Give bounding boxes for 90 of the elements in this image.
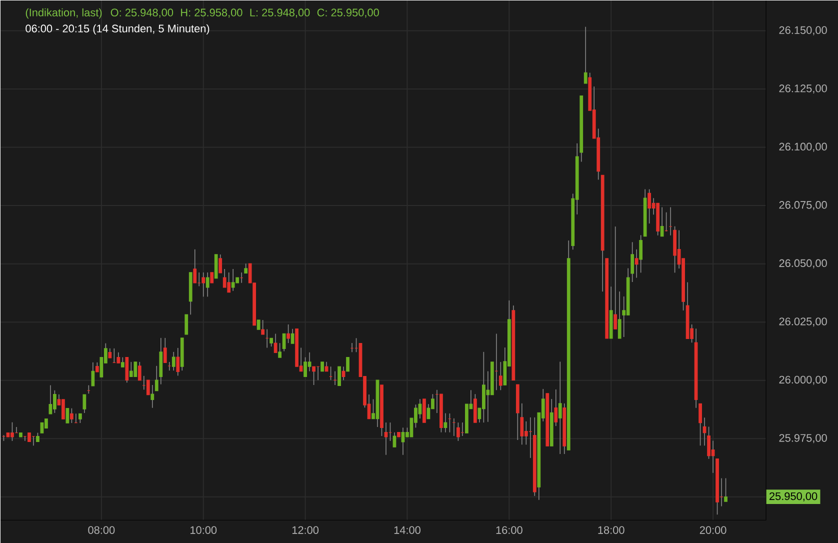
candlestick: [40, 422, 44, 434]
candlestick: [10, 422, 14, 442]
candlestick: [176, 347, 180, 376]
text: 25.950,00: [770, 492, 818, 502]
candlestick: [648, 188, 652, 224]
annotation: L: 25.948,00: [250, 8, 310, 18]
candlestick: [639, 234, 643, 274]
candlestick: [698, 403, 702, 446]
x-tick-label: 12:00: [292, 526, 319, 534]
candlestick: [163, 337, 167, 363]
candlestick: [210, 272, 214, 284]
candlestick: [618, 291, 622, 339]
candlestick: [206, 272, 210, 298]
candlestick: [338, 366, 341, 386]
candlestick: [129, 361, 133, 377]
candlestick: [342, 366, 346, 380]
candlestick: [584, 26, 588, 84]
text: 06:00 - 20:15 (14 Stunden, 5 Minuten): [26, 24, 210, 34]
x-tick-label: 16:00: [496, 526, 522, 534]
candlestick: [304, 356, 307, 377]
x-tick-label: 14:00: [394, 526, 420, 534]
candlestick: [614, 226, 618, 330]
candlestick: [146, 380, 150, 396]
candlestick: [520, 402, 524, 445]
candlestick: [138, 361, 142, 381]
candlestick: [482, 351, 486, 423]
candlestick: [346, 356, 350, 372]
candlestick: [256, 320, 260, 330]
text: (Indikation, last): [26, 8, 102, 18]
candlestick: [82, 394, 86, 414]
x-tick-label: 18:00: [598, 526, 624, 534]
candlestick: [320, 362, 324, 372]
candlestick: [312, 366, 316, 386]
candlestick: [202, 272, 206, 298]
candlestick: [724, 478, 728, 502]
candlestick: [91, 362, 95, 386]
y-tick-label: 26.100,00: [779, 142, 827, 152]
candlestick: [193, 248, 197, 284]
candlestick: [70, 408, 74, 424]
candlestick: [53, 390, 56, 414]
candlestick: [498, 361, 502, 390]
candlestick: [274, 333, 278, 353]
candlestick: [554, 388, 558, 426]
candlestick: [244, 263, 248, 274]
candlestick: [558, 361, 562, 454]
candlestick: [134, 361, 138, 377]
candlestick: [184, 314, 188, 335]
candlestick: [384, 422, 388, 456]
candlestick: [108, 348, 112, 358]
candlestick: [116, 352, 120, 364]
candlestick: [660, 206, 664, 237]
candlestick: [278, 342, 282, 358]
candlestick: [261, 320, 265, 335]
candlestick: [125, 356, 129, 383]
candlestick: [456, 422, 460, 442]
annotation: H: 25.958,00: [181, 8, 242, 18]
candlestick: [154, 365, 158, 392]
candlestick: [473, 394, 477, 423]
candlestick: [630, 242, 634, 282]
candlestick: [214, 254, 218, 279]
x-tick-label: 08:00: [88, 526, 115, 534]
y-tick-label: 26.000,00: [779, 376, 827, 385]
candlestick: [218, 254, 222, 274]
candlestick: [290, 328, 294, 344]
candlestick: [422, 398, 426, 423]
annotation: O: 25.948,00: [110, 8, 174, 18]
x-tick-label: 20:00: [700, 526, 726, 534]
y-tick-label: 25.975,00: [779, 434, 827, 444]
candlestick: [444, 412, 448, 433]
annotation: C: 25.950,00: [317, 8, 379, 18]
candlestick: [286, 324, 290, 344]
candlestick: [524, 420, 528, 445]
x-tick-label: 10:00: [190, 526, 217, 534]
candlestick: [66, 408, 70, 424]
candlestick: [231, 268, 235, 292]
y-tick-label: 26.075,00: [779, 200, 827, 210]
y-tick-label: 26.025,00: [779, 317, 827, 327]
candlestick: [95, 362, 99, 372]
y-tick-label: 26.125,00: [779, 84, 827, 94]
y-tick-label: 26.150,00: [779, 26, 827, 36]
candlestick: [150, 384, 154, 408]
candlestick: [172, 351, 176, 371]
candlestick: [392, 432, 396, 448]
candlestick: [707, 426, 710, 460]
candlestick: [62, 399, 65, 420]
y-tick-label: 26.050,00: [779, 259, 827, 268]
candlestick: [120, 356, 124, 368]
candlestick: [78, 413, 82, 424]
candlestick: [227, 272, 231, 293]
candlestick: [634, 248, 638, 278]
